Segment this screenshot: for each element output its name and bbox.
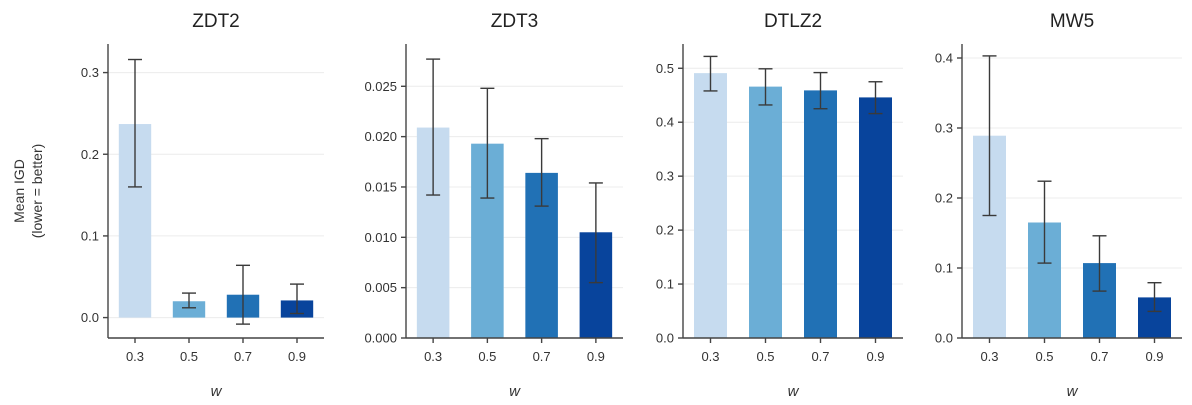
error-bar-mw5-w0.7 [1092,235,1107,292]
x-axis-label: w [788,383,800,400]
y-tick-label: 0.2 [656,223,674,238]
x-tick-label: 0.3 [126,349,144,364]
error-bar-dtlz2-w0.3 [703,55,718,92]
y-tick-label: 0.010 [364,230,397,245]
error-bar-zdt3-w0.5 [480,87,495,199]
panel-title: DTLZ2 [764,11,822,32]
x-axis-label: w [509,383,521,400]
panel-dtlz2: 0.0 0.1 0.2 0.3 0.4 0.5 0.3 0.5 0.7 0.9 DTLZ2 w [656,11,903,400]
error-bar-dtlz2-w0.7 [813,71,828,110]
bar-dtlz2-w0.7 [804,90,837,338]
y-tick-label: 0.0 [935,331,953,346]
x-tick-label: 0.9 [587,349,605,364]
panel-title: ZDT2 [192,11,240,32]
error-bar-zdt2-w0.7 [236,264,250,325]
panel-zdt2: 0.0 0.1 0.2 0.3 0.3 0.5 0.7 0.9 ZDT2 w Mean IGD (lo… [11,11,324,400]
y-tick-label: 0.0 [656,331,674,346]
error-bar-mw5-w0.5 [1037,180,1052,264]
y-tick-label: 0.020 [364,129,397,144]
error-bar-dtlz2-w0.9 [868,81,883,115]
x-axis-label: w [211,383,223,400]
error-bar-mw5-w0.3 [982,55,997,217]
y-tick-label: 0.0 [81,310,99,325]
bar-dtlz2-w0.5 [749,86,782,338]
error-bar-zdt2-w0.3 [128,58,142,188]
error-bar-zdt3-w0.7 [534,137,549,207]
x-tick-label: 0.3 [701,349,719,364]
bar-zdt2-w0.5 [172,301,206,318]
y-tick-label: 0.4 [935,51,953,66]
panel-title: MW5 [1050,11,1094,32]
y-tick-label: 0.1 [81,228,99,243]
y-tick-label: 0.4 [656,115,674,130]
x-tick-label: 0.5 [1035,349,1053,364]
error-bar-zdt2-w0.9 [290,283,304,315]
x-axis-label: w [1067,383,1079,400]
y-tick-label: 0.2 [935,191,953,206]
x-tick-label: 0.7 [234,349,252,364]
y-tick-label: 0.2 [81,147,99,162]
y-tick-label: 0.3 [81,65,99,80]
panel-title: ZDT3 [491,11,539,32]
x-tick-label: 0.5 [180,349,198,364]
x-tick-label: 0.3 [980,349,998,364]
x-tick-label: 0.3 [424,349,442,364]
y-tick-label: 0.025 [364,79,397,94]
y-tick-label: 0.1 [935,261,953,276]
y-tick-label: 0.3 [935,121,953,136]
bar-dtlz2-w0.9 [859,97,892,338]
y-tick-label: 0.015 [364,179,397,194]
y-tick-label: 0.3 [656,169,674,184]
error-bar-zdt2-w0.5 [182,292,196,309]
error-bar-zdt3-w0.9 [588,182,603,284]
y-tick-label: 0.005 [364,280,397,295]
x-tick-label: 0.7 [811,349,829,364]
y-axis-label: Mean IGD [11,159,27,223]
error-bar-dtlz2-w0.5 [758,68,773,106]
x-tick-label: 0.5 [478,349,496,364]
error-bar-zdt3-w0.3 [426,58,441,196]
x-tick-label: 0.7 [1090,349,1108,364]
x-tick-label: 0.9 [1145,349,1163,364]
error-bar-mw5-w0.9 [1147,282,1162,313]
x-tick-label: 0.9 [288,349,306,364]
x-tick-label: 0.9 [866,349,884,364]
y-axis-label-sub: (lower = better) [29,144,45,239]
y-tick-label: 0.1 [656,277,674,292]
panel-mw5: 0.0 0.1 0.2 0.3 0.4 0.3 0.5 0.7 0.9 MW5 w [935,11,1182,400]
bar-dtlz2-w0.3 [694,73,727,338]
x-tick-label: 0.7 [533,349,551,364]
x-tick-label: 0.5 [756,349,774,364]
panel-zdt3: 0.000 0.005 0.010 0.015 0.020 0.025 0.3 0.5 0.7 0… [364,11,623,400]
y-tick-label: 0.5 [656,61,674,76]
y-tick-label: 0.000 [364,331,397,346]
